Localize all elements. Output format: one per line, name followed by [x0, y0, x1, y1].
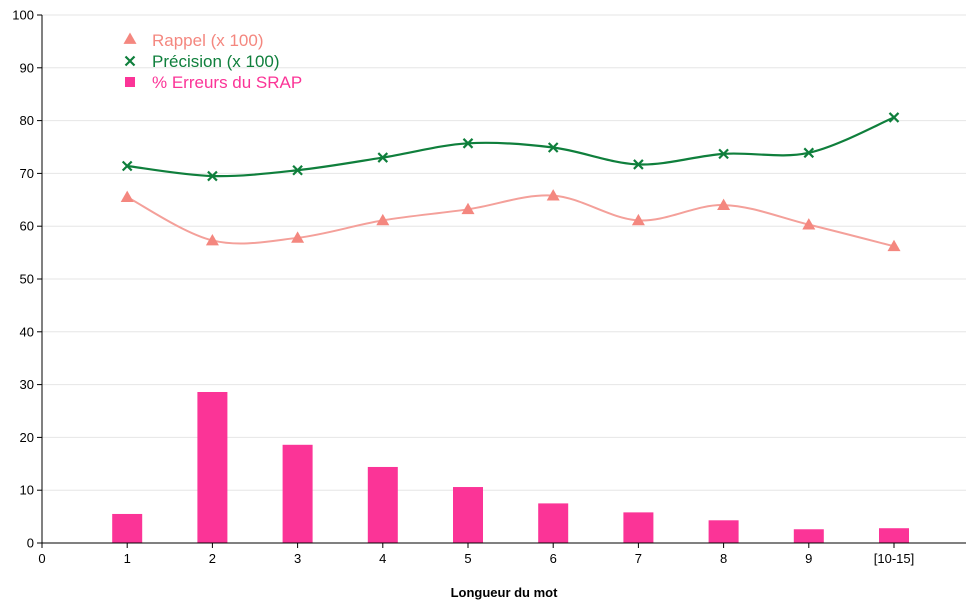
axes: 0 10 20 30 40 50 60 70 80 90 100 0 1 2 3 4 5 6 7 8 9 [10-15] L… — [12, 8, 966, 600]
bar — [197, 391, 228, 543]
x-marker-stroke — [121, 160, 133, 172]
bar — [112, 513, 143, 543]
triangle-point — [802, 218, 816, 230]
y-tick-label: 40 — [20, 324, 34, 339]
bar — [879, 528, 909, 543]
lines — [120, 112, 901, 252]
x-tick-label: 7 — [635, 551, 642, 566]
legend-square-icon — [125, 77, 135, 87]
y-tick-label: 30 — [20, 377, 34, 392]
x-tick-label: 8 — [720, 551, 727, 566]
legend-label: Précision (x 100) — [152, 52, 280, 71]
x-marker-stroke — [124, 55, 136, 67]
x-point — [547, 142, 559, 153]
series-line — [126, 194, 895, 248]
bar — [453, 487, 483, 543]
x-point — [888, 112, 900, 123]
series-line — [127, 116, 895, 178]
legend-triangle-icon — [123, 32, 137, 44]
x-tick-label: 6 — [550, 551, 557, 566]
x-point — [292, 164, 303, 176]
x-marker-stroke — [292, 164, 303, 176]
triangle-point — [376, 213, 390, 226]
y-tick-label: 90 — [20, 60, 34, 75]
legend-label: % Erreurs du SRAP — [152, 73, 302, 92]
x-tick-label: 1 — [124, 551, 131, 566]
legend-label: Rappel (x 100) — [152, 31, 264, 50]
y-tick-label: 100 — [12, 8, 34, 23]
x-point — [718, 148, 729, 160]
x-tick-label: [10-15] — [874, 551, 914, 566]
triangle-point — [546, 189, 560, 201]
bars — [112, 391, 909, 543]
x-tick-label: 2 — [209, 551, 216, 566]
x-point — [207, 170, 218, 182]
bar — [793, 529, 824, 543]
triangle-point — [205, 233, 219, 246]
triangle-point — [120, 190, 134, 203]
x-marker-stroke — [547, 142, 559, 153]
x-marker-stroke — [377, 152, 389, 163]
x-point — [803, 147, 815, 159]
y-tick-label: 80 — [20, 113, 34, 128]
x-tick-label: 0 — [38, 551, 45, 566]
bar — [367, 466, 398, 543]
x-marker-stroke — [803, 147, 815, 159]
y-tick-label: 0 — [27, 536, 34, 551]
x-marker-stroke — [207, 170, 218, 182]
bar — [282, 444, 313, 543]
y-tick-label: 70 — [20, 166, 34, 181]
bar — [708, 520, 739, 543]
triangle-point — [631, 213, 645, 226]
x-point — [121, 160, 133, 172]
x-point — [377, 152, 389, 163]
legend: Rappel (x 100) Précision (x 100) % Erreurs… — [123, 31, 302, 92]
x-marker-stroke — [462, 138, 474, 149]
triangle-point — [461, 202, 475, 215]
x-tick-label: 9 — [805, 551, 812, 566]
y-tick-label: 50 — [20, 272, 34, 287]
x-marker-stroke — [633, 159, 644, 170]
bar — [538, 503, 569, 543]
triangle-point — [291, 231, 305, 243]
x-point — [462, 138, 474, 149]
y-tick-label: 60 — [20, 219, 34, 234]
triangle-point — [887, 239, 901, 252]
y-tick-label: 20 — [20, 430, 34, 445]
x-tick-label: 3 — [294, 551, 301, 566]
x-tick-label: 4 — [379, 551, 386, 566]
x-point — [633, 159, 644, 170]
x-marker-stroke — [718, 148, 729, 160]
grid-lines — [42, 14, 966, 491]
legend-x-icon — [124, 55, 136, 67]
y-tick-label: 10 — [20, 483, 34, 498]
x-marker-stroke — [888, 112, 900, 123]
x-axis-title: Longueur du mot — [451, 585, 559, 600]
triangle-point — [717, 198, 731, 210]
bar — [623, 512, 654, 543]
x-tick-label: 5 — [464, 551, 471, 566]
